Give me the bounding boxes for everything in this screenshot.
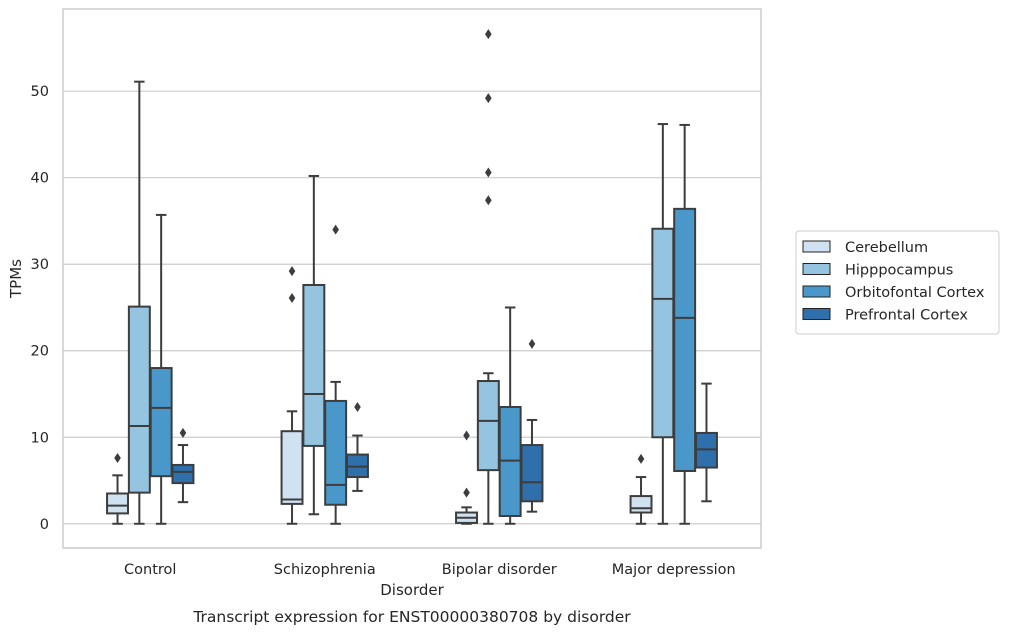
box-3-2 bbox=[520, 338, 544, 513]
y-tick-label: 10 bbox=[31, 430, 49, 446]
x-axis-title: Disorder bbox=[380, 581, 444, 599]
outlier-point bbox=[485, 195, 492, 206]
box-1-2 bbox=[476, 29, 500, 525]
box-iqr bbox=[651, 227, 675, 439]
box-0-3 bbox=[629, 453, 653, 525]
x-tick-labels: Control Schizophrenia Bipolar disorder Majo… bbox=[124, 562, 736, 578]
box-0-1 bbox=[280, 266, 304, 525]
box-2-2 bbox=[498, 306, 522, 525]
outlier-point bbox=[485, 93, 492, 104]
outlier-point bbox=[485, 167, 492, 178]
outlier-point bbox=[485, 29, 492, 40]
outlier-point bbox=[637, 453, 645, 464]
box-iqr bbox=[476, 380, 500, 472]
outlier-point bbox=[114, 453, 121, 464]
box-1-0 bbox=[127, 80, 151, 525]
box-iqr bbox=[171, 463, 195, 485]
box-iqr bbox=[106, 492, 130, 515]
box-0-2 bbox=[455, 430, 479, 525]
y-tick-label: 40 bbox=[31, 171, 49, 187]
box-1-1 bbox=[302, 174, 326, 516]
legend-frame bbox=[795, 230, 1000, 335]
box-iqr bbox=[302, 283, 326, 447]
y-tick-labels: 0 10 20 30 40 50 bbox=[31, 84, 49, 533]
legend-label: Cerebellum bbox=[845, 240, 928, 256]
x-tick-label: Schizophrenia bbox=[274, 562, 376, 578]
legend-label: Orbitofontal Cortex bbox=[845, 285, 985, 301]
x-tick-label: Major depression bbox=[612, 562, 736, 578]
y-tick-label: 30 bbox=[31, 257, 49, 273]
box-iqr bbox=[149, 367, 173, 478]
box-3-0 bbox=[171, 427, 195, 504]
box-iqr bbox=[673, 207, 697, 472]
outlier-point bbox=[354, 401, 361, 412]
legend-swatch bbox=[802, 285, 831, 298]
y-tick-label: 20 bbox=[31, 344, 49, 360]
box-iqr bbox=[127, 305, 151, 494]
box-iqr bbox=[324, 399, 348, 506]
outlier-point bbox=[463, 487, 470, 498]
legend-swatch bbox=[802, 240, 831, 253]
box-2-1 bbox=[324, 224, 348, 525]
outlier-point bbox=[332, 224, 339, 235]
outlier-point bbox=[528, 338, 536, 349]
outlier-point bbox=[463, 430, 470, 441]
legend: Cerebellum Hipppocampus Orbitofontal Corte… bbox=[795, 230, 1000, 335]
legend-label: Hipppocampus bbox=[845, 263, 953, 279]
box-3-3 bbox=[694, 382, 718, 503]
box-groups bbox=[106, 29, 718, 525]
legend-swatch bbox=[802, 263, 831, 275]
box-2-0 bbox=[149, 213, 173, 525]
box-0-0 bbox=[106, 453, 130, 525]
y-tick-label: 0 bbox=[40, 517, 49, 533]
figure-caption: Transcript expression for ENST0000038070… bbox=[192, 608, 631, 626]
y-tick-label: 50 bbox=[31, 84, 49, 100]
box-iqr bbox=[629, 495, 653, 514]
outlier-point bbox=[288, 292, 296, 303]
box-iqr bbox=[280, 430, 304, 505]
box-iqr bbox=[520, 444, 544, 503]
y-axis-title: TPMs bbox=[7, 259, 25, 299]
x-tick-label: Control bbox=[124, 562, 176, 578]
legend-swatch bbox=[802, 308, 831, 320]
outlier-point bbox=[179, 427, 187, 438]
box-1-3 bbox=[651, 123, 675, 525]
legend-label: Prefrontal Cortex bbox=[845, 308, 968, 324]
x-tick-label: Bipolar disorder bbox=[442, 562, 557, 578]
box-3-1 bbox=[345, 401, 369, 492]
outlier-point bbox=[288, 266, 296, 277]
plot-frame bbox=[62, 8, 762, 549]
box-2-3 bbox=[673, 123, 697, 525]
